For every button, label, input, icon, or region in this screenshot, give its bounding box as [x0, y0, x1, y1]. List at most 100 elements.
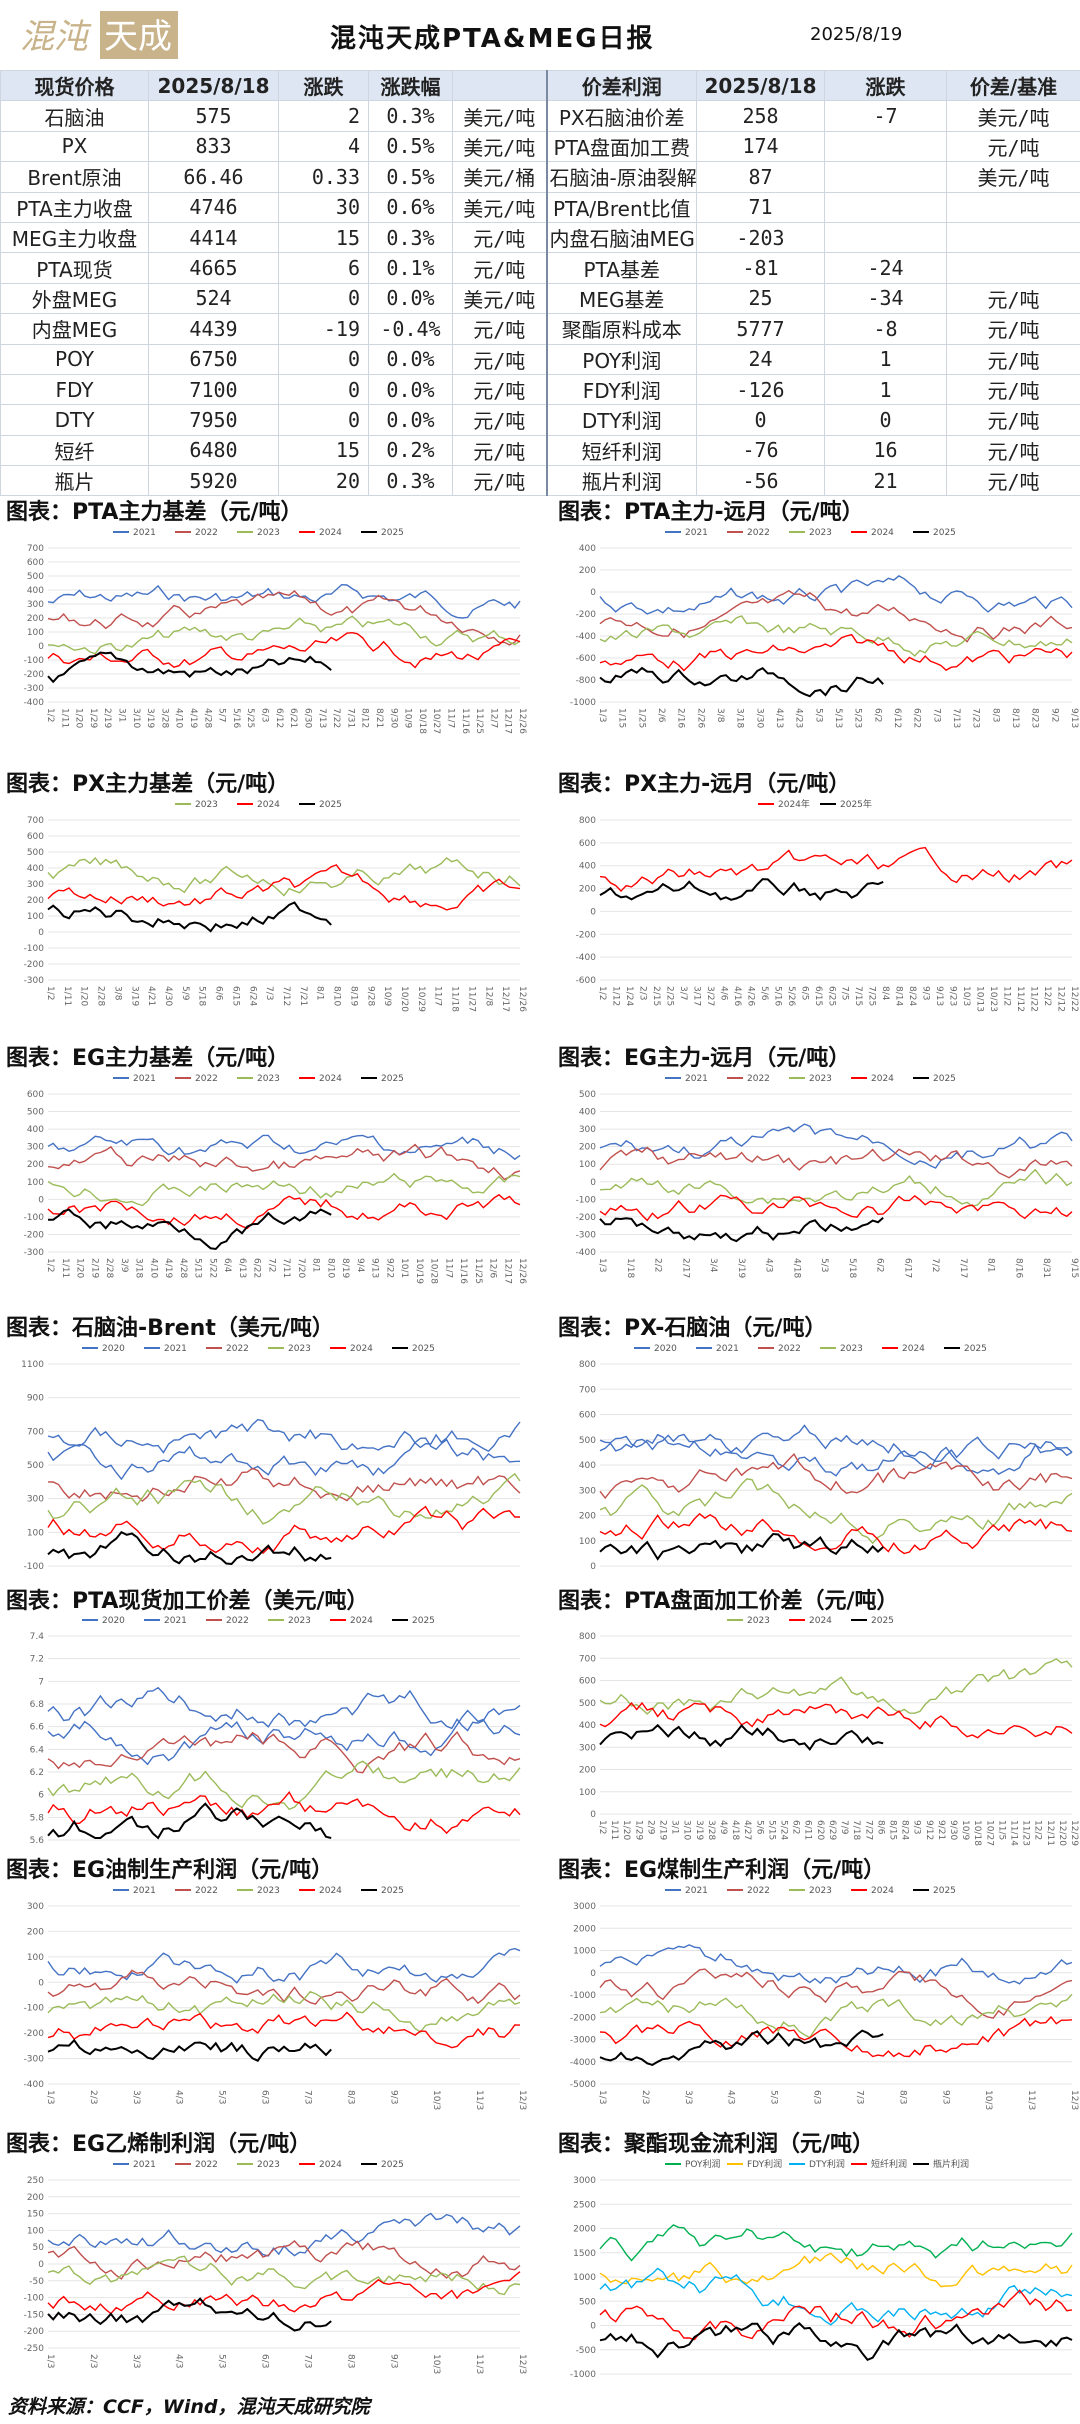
table-cell: 66.46 [148, 161, 279, 193]
table-cell [824, 191, 947, 223]
series-line [47, 1472, 521, 1525]
x-tick-label: 2/19 [102, 708, 112, 728]
series-line [47, 590, 521, 646]
y-tick-label: 200 [27, 896, 44, 906]
table-cell: 元/吨 [946, 343, 1080, 375]
x-tick-label: 10/20 [399, 986, 409, 1012]
x-tick-label: 4/10 [174, 708, 184, 728]
x-tick-label: 10/9 [382, 986, 392, 1006]
x-tick-label: 5/18 [197, 986, 207, 1006]
x-tick-label: 5/13 [833, 708, 843, 728]
x-tick-label: 5/9 [180, 986, 190, 1001]
legend-label: 2022 [195, 2160, 218, 2170]
table-cell: 15 [278, 221, 369, 254]
chart-legend: 2021 2022 2023 2024 2025 [665, 1886, 956, 1896]
x-tick-label: 5/23 [853, 708, 863, 728]
x-tick-label: 10/28 [429, 1258, 439, 1284]
y-tick-label: 5.8 [30, 1813, 45, 1823]
chart-legend: 2020 2021 2022 2023 2024 2025 [82, 1616, 435, 1626]
y-tick-label: 200 [579, 1766, 596, 1776]
y-tick-label: 0 [38, 928, 44, 938]
series-line [47, 1802, 332, 1840]
x-tick-label: 5/25 [245, 708, 255, 728]
x-tick-label: 7/3 [302, 2354, 312, 2368]
x-tick-label: 9/12 [924, 1820, 934, 1840]
chart-panel: 2020 2021 2022 2023 2024 2025 1100 900 700 500 300… [8, 1338, 528, 1580]
x-tick-label: 3/3 [131, 2354, 141, 2368]
table-cell: 美元/桶 [452, 161, 547, 193]
chart-panel: POY利润 FDY利润 DTY利润 短纤利润 瓶片利润 3000 2500 2000 1500 1… [560, 2154, 1080, 2388]
table-cell: PTA/Brent比值 [545, 191, 697, 223]
x-tick-label: 12/3 [517, 2354, 527, 2374]
series-line [47, 1418, 521, 1454]
y-tick-label: 1000 [573, 2273, 596, 2283]
y-tick-label: 500 [27, 848, 44, 858]
series-line [47, 901, 332, 933]
table-cell: 外盘MEG [0, 282, 149, 315]
legend-label: 2025 [412, 1344, 435, 1354]
y-tick-label: 600 [27, 1090, 44, 1100]
table-cell: 30 [278, 191, 369, 223]
series-line [599, 1532, 884, 1561]
x-tick-label: 7/22 [331, 708, 341, 728]
x-tick-label: 12/3 [1069, 2090, 1079, 2110]
legend-label: 2025 [381, 2160, 404, 2170]
x-tick-label: 6/15 [813, 986, 823, 1006]
x-tick-label: 9/13 [370, 1258, 380, 1278]
x-tick-label: 2/3 [637, 986, 647, 1000]
chart-title: 图表：聚酯现金流利润（元/吨） [558, 2132, 875, 2157]
x-tick-label: 7/3 [302, 2090, 312, 2104]
table-cell: 7100 [148, 373, 279, 406]
y-tick-label: -800 [576, 676, 597, 686]
legend-label: 2024 [319, 2160, 342, 2170]
y-tick-label: 500 [579, 1436, 596, 1446]
series-line [599, 1512, 1073, 1555]
x-tick-label: 1/29 [88, 708, 98, 728]
series-line [599, 1658, 1073, 1715]
x-tick-label: 3/7 [678, 986, 688, 1000]
chart-legend: 2024年 2025年 [758, 798, 872, 810]
table-cell: 4746 [148, 191, 279, 223]
legend-label: 2023 [257, 1074, 280, 1084]
line-chart: 2021 2022 2023 2024 2025 3000 2000 1000 0 -1000 -2… [570, 1886, 1079, 2110]
series-line [599, 1216, 884, 1243]
table-cell: FDY利润 [545, 373, 697, 406]
y-tick-label: 0 [38, 1195, 44, 1205]
x-tick-label: 7/13 [317, 708, 327, 728]
legend-label: 2022 [195, 528, 218, 538]
y-tick-label: 400 [27, 1125, 44, 1135]
series-line [599, 589, 1073, 643]
table-cell: 短纤 [0, 434, 149, 467]
y-tick-label: 400 [579, 862, 596, 872]
x-tick-label: 9/15 [1069, 1258, 1079, 1278]
x-tick-label: 8/10 [332, 986, 342, 1006]
x-tick-label: 5/3 [217, 2354, 227, 2368]
x-tick-label: 10/29 [416, 986, 426, 1012]
y-tick-label: -200 [24, 2029, 45, 2039]
x-tick-label: 11/14 [1008, 1820, 1018, 1846]
table-cell: 6 [278, 252, 369, 284]
table-cell: 0.5% [368, 130, 453, 163]
y-tick-label: 700 [27, 1427, 44, 1437]
x-tick-label: 5/6 [754, 1820, 764, 1835]
chart-legend: 2021 2022 2023 2024 2025 [113, 528, 404, 538]
legend-label: 2023 [747, 1616, 770, 1626]
line-chart: 2023 2024 2025 700 600 500 400 300 200 100 0 -100 -2… [24, 800, 527, 1012]
series-line [599, 846, 1073, 893]
x-tick-label: 4/28 [178, 1258, 188, 1278]
y-tick-label: -400 [576, 953, 597, 963]
table-cell: DTY [0, 404, 149, 436]
x-tick-label: 4/21 [146, 986, 156, 1006]
legend-label: 2025 [933, 1886, 956, 1896]
legend-label: POY利润 [685, 2158, 721, 2170]
x-tick-label: 2/3 [88, 2090, 98, 2104]
y-tick-label: -5000 [570, 2080, 596, 2090]
x-tick-label: 6/21 [288, 708, 298, 728]
x-tick-label: 11/16 [458, 1258, 468, 1284]
legend-label: 短纤利润 [871, 2158, 907, 2170]
chart-legend: 2020 2021 2022 2023 2024 2025 [634, 1344, 987, 1354]
chart-title: 图表：EG乙烯制利润（元/吨） [6, 2132, 312, 2157]
table-cell: 4439 [148, 313, 279, 345]
chart-panel: 2020 2021 2022 2023 2024 2025 800 700 600 500 400 3… [560, 1338, 1080, 1580]
legend-label: 2022 [226, 1616, 249, 1626]
